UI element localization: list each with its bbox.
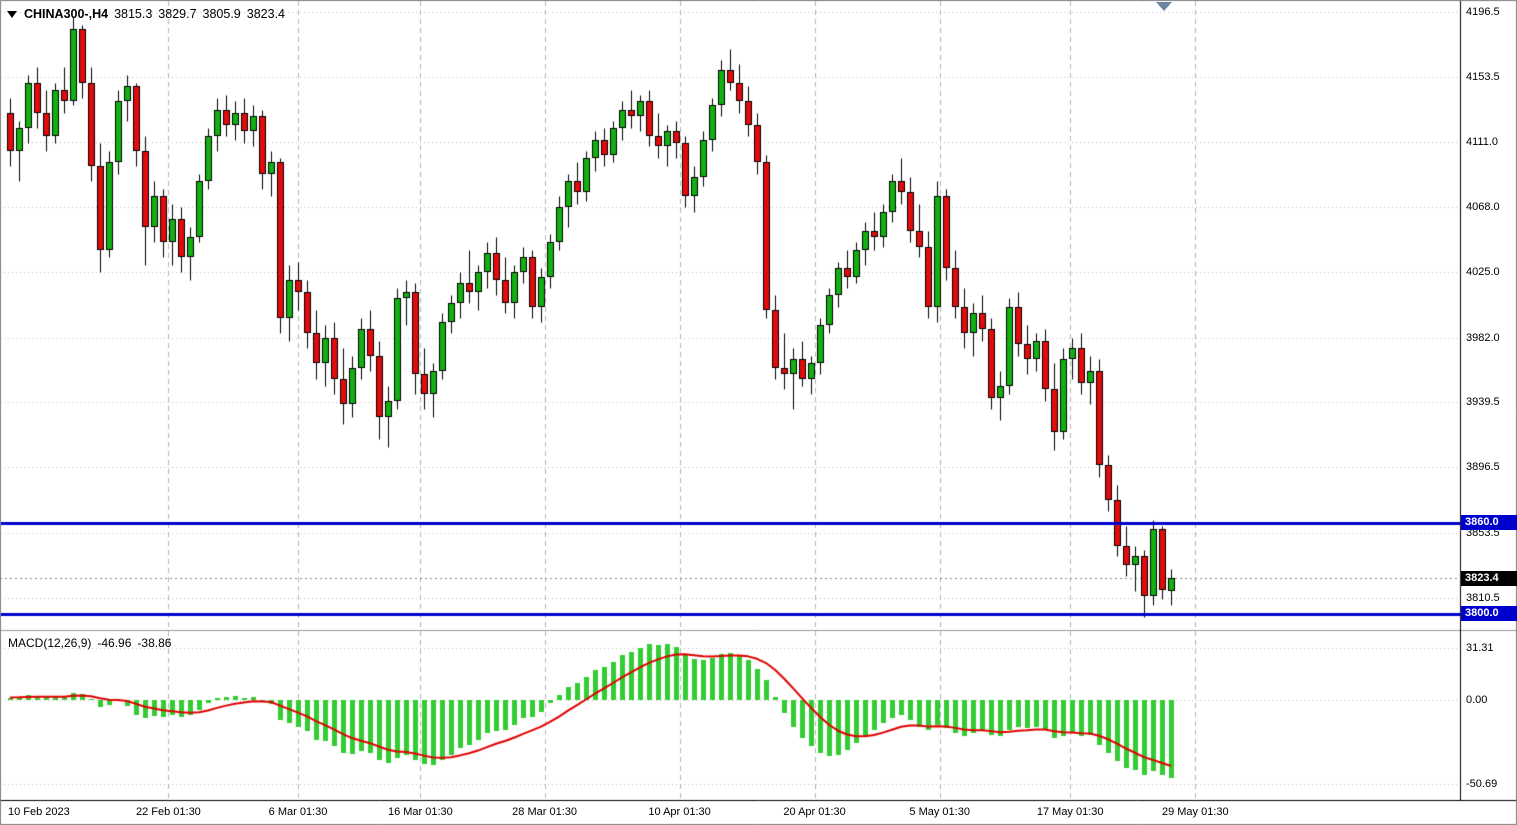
chart-header: CHINA300-,H4 3815.3 3829.7 3805.9 3823.4 [7,7,285,21]
symbol-marker-icon [7,10,17,18]
time-tick-label: 10 Apr 01:30 [648,806,711,818]
price-tick-label: 3939.5 [1466,396,1500,409]
price-tick-label: 3810.5 [1466,591,1500,604]
level-price-badge: 3860.0 [1461,515,1517,531]
time-tick-label: 29 May 01:30 [1161,806,1229,818]
time-tick-label: 17 May 01:30 [1036,806,1104,818]
time-tick-label: 28 Mar 01:30 [512,806,578,818]
macd-name: MACD(12,26,9) [8,636,92,650]
ohlc-low-value: 3805.9 [202,7,241,21]
ohlc-high-value: 3829.7 [158,7,197,21]
ohlc-open-value: 3815.3 [114,7,153,21]
time-tick-label: 5 May 01:30 [909,806,970,818]
ohlc-close-value: 3823.4 [246,7,285,21]
price-tick-label: 4153.5 [1466,71,1500,84]
macd-signal-value: -38.86 [137,636,172,650]
macd-indicator-label: MACD(12,26,9) -46.96 -38.86 [8,636,171,650]
time-tick-label: 22 Feb 01:30 [135,806,201,818]
macd-main-value: -46.96 [97,636,132,650]
time-tick-label: 16 Mar 01:30 [387,806,453,818]
price-tick-label: 3896.5 [1466,461,1500,474]
price-tick-label: 4111.0 [1466,135,1499,148]
macd-tick-label: 31.31 [1466,642,1494,655]
price-tick-label: 4025.0 [1466,266,1500,279]
price-tick-label: 4068.0 [1466,201,1500,214]
chart-shift-marker-icon[interactable] [1156,2,1172,11]
macd-tick-label: -50.69 [1466,777,1498,790]
time-tick-label: 20 Apr 01:30 [783,806,846,818]
level-price-badge: 3800.0 [1461,606,1517,622]
symbol-period-label: CHINA300-,H4 [24,7,109,21]
price-tick-label: 4196.5 [1466,6,1500,18]
time-tick-label: 6 Mar 01:30 [268,806,328,818]
time-tick-label: 10 Feb 2023 [8,806,70,818]
price-tick-label: 3982.0 [1466,331,1500,344]
last-price-badge: 3823.4 [1461,570,1517,586]
macd-tick-label: 0.00 [1466,694,1488,706]
